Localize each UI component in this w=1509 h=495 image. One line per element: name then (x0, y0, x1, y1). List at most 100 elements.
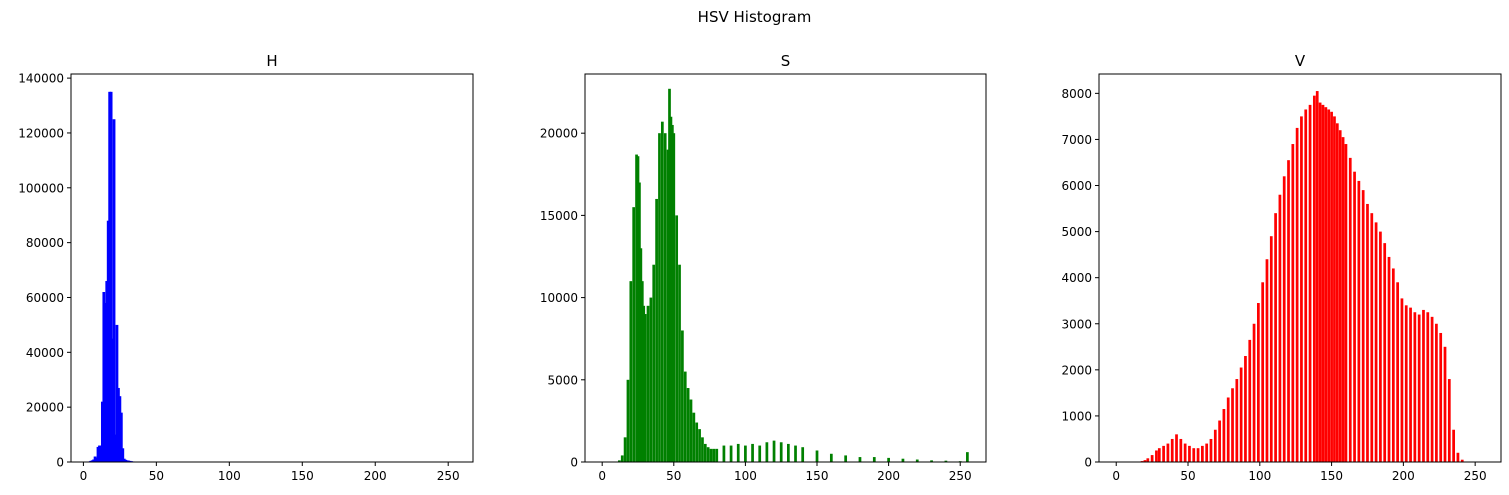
bar (95, 457, 98, 462)
bar (1370, 213, 1374, 462)
bar (660, 121, 664, 463)
bar (686, 388, 690, 462)
y-tick-label: 20000 (540, 127, 578, 141)
bar (100, 401, 104, 462)
bar (706, 447, 710, 462)
bar (635, 154, 638, 462)
bar (1435, 323, 1438, 462)
bar (626, 379, 630, 462)
bar (844, 455, 848, 462)
bar (1348, 157, 1352, 462)
bar (618, 460, 621, 462)
bar (1404, 305, 1408, 462)
x-tick-label: 200 (877, 469, 900, 483)
bar (1157, 448, 1161, 462)
bar (1265, 259, 1269, 462)
bar (640, 281, 644, 462)
bar (1413, 312, 1417, 462)
bar (117, 387, 120, 462)
bar (639, 248, 643, 462)
bar (646, 305, 650, 462)
x-tick-label: 150 (291, 469, 314, 483)
y-tick-label: 20000 (26, 401, 64, 415)
subplot-h: 0 50 100 150 200 250 0 20000 40000 60000 80000 1000… (18, 52, 474, 483)
bar (1248, 339, 1252, 462)
bar (915, 459, 919, 462)
bar (1353, 171, 1356, 462)
bar (1366, 203, 1369, 462)
bar (1357, 180, 1361, 462)
bar (669, 116, 673, 462)
bar (89, 460, 93, 462)
x-tick-label: 150 (1320, 469, 1343, 483)
axes-frame (584, 73, 987, 463)
bar (815, 450, 819, 462)
y-tick-label: 100000 (18, 181, 64, 195)
bar (1387, 256, 1391, 462)
bar (801, 447, 805, 462)
bar (1226, 397, 1230, 462)
bar (1179, 438, 1183, 462)
bar (758, 445, 762, 462)
y-tick-label: 120000 (18, 126, 64, 140)
bar (729, 445, 733, 462)
bar (709, 448, 713, 462)
bar (663, 133, 667, 462)
y-tick-label: 5000 (547, 373, 578, 387)
y-tick-label: 1000 (1061, 409, 1092, 423)
bar (1201, 445, 1204, 462)
bar (829, 453, 833, 462)
bar (671, 124, 674, 462)
bar (1361, 190, 1365, 462)
bar (1166, 443, 1170, 462)
bar (1374, 222, 1378, 462)
bar (1456, 452, 1460, 462)
bar (655, 198, 658, 462)
x-tick-label: 50 (1180, 469, 1195, 483)
bar (103, 302, 107, 462)
bar (92, 459, 95, 462)
bar (751, 443, 754, 462)
subplot-v: 0 50 100 150 200 250 0 1000 2000 3000 4000 5000 6000… (1061, 52, 1502, 483)
y-tick-label: 60000 (26, 291, 64, 305)
bar (1452, 429, 1455, 462)
bar (1396, 282, 1399, 462)
bar (96, 446, 100, 462)
x-tick-label: 100 (734, 469, 757, 483)
x-tick-label: 200 (1392, 469, 1415, 483)
bar (1447, 379, 1451, 462)
bar (1324, 107, 1328, 463)
bar (1308, 104, 1312, 463)
bar (1231, 388, 1234, 462)
bar (1409, 307, 1412, 462)
bar (105, 281, 109, 462)
bar (90, 460, 94, 462)
bar (1344, 144, 1348, 463)
bar (98, 445, 101, 462)
bar (698, 429, 701, 462)
bar (1295, 127, 1299, 462)
bar (1391, 268, 1395, 462)
bar (779, 442, 783, 462)
bar (106, 220, 110, 462)
bar (649, 297, 653, 462)
bar (629, 281, 633, 462)
bar (1218, 420, 1221, 462)
bar (1327, 109, 1331, 462)
bar (643, 314, 647, 462)
y-tick-label: 7000 (1061, 133, 1092, 147)
axes-frame (1098, 73, 1502, 463)
bar (114, 434, 117, 462)
bar (1155, 450, 1158, 462)
x-tick-label: 250 (437, 469, 460, 483)
bar (1244, 356, 1247, 462)
y-tick-label: 0 (1084, 456, 1092, 470)
x-tick-label: 50 (149, 469, 164, 483)
bar (1460, 459, 1464, 462)
bar (765, 442, 769, 462)
y-tick-label: 0 (570, 456, 578, 470)
bar (712, 448, 716, 462)
subplot-title: H (266, 52, 277, 70)
bar (1417, 314, 1421, 462)
bar (715, 448, 719, 462)
